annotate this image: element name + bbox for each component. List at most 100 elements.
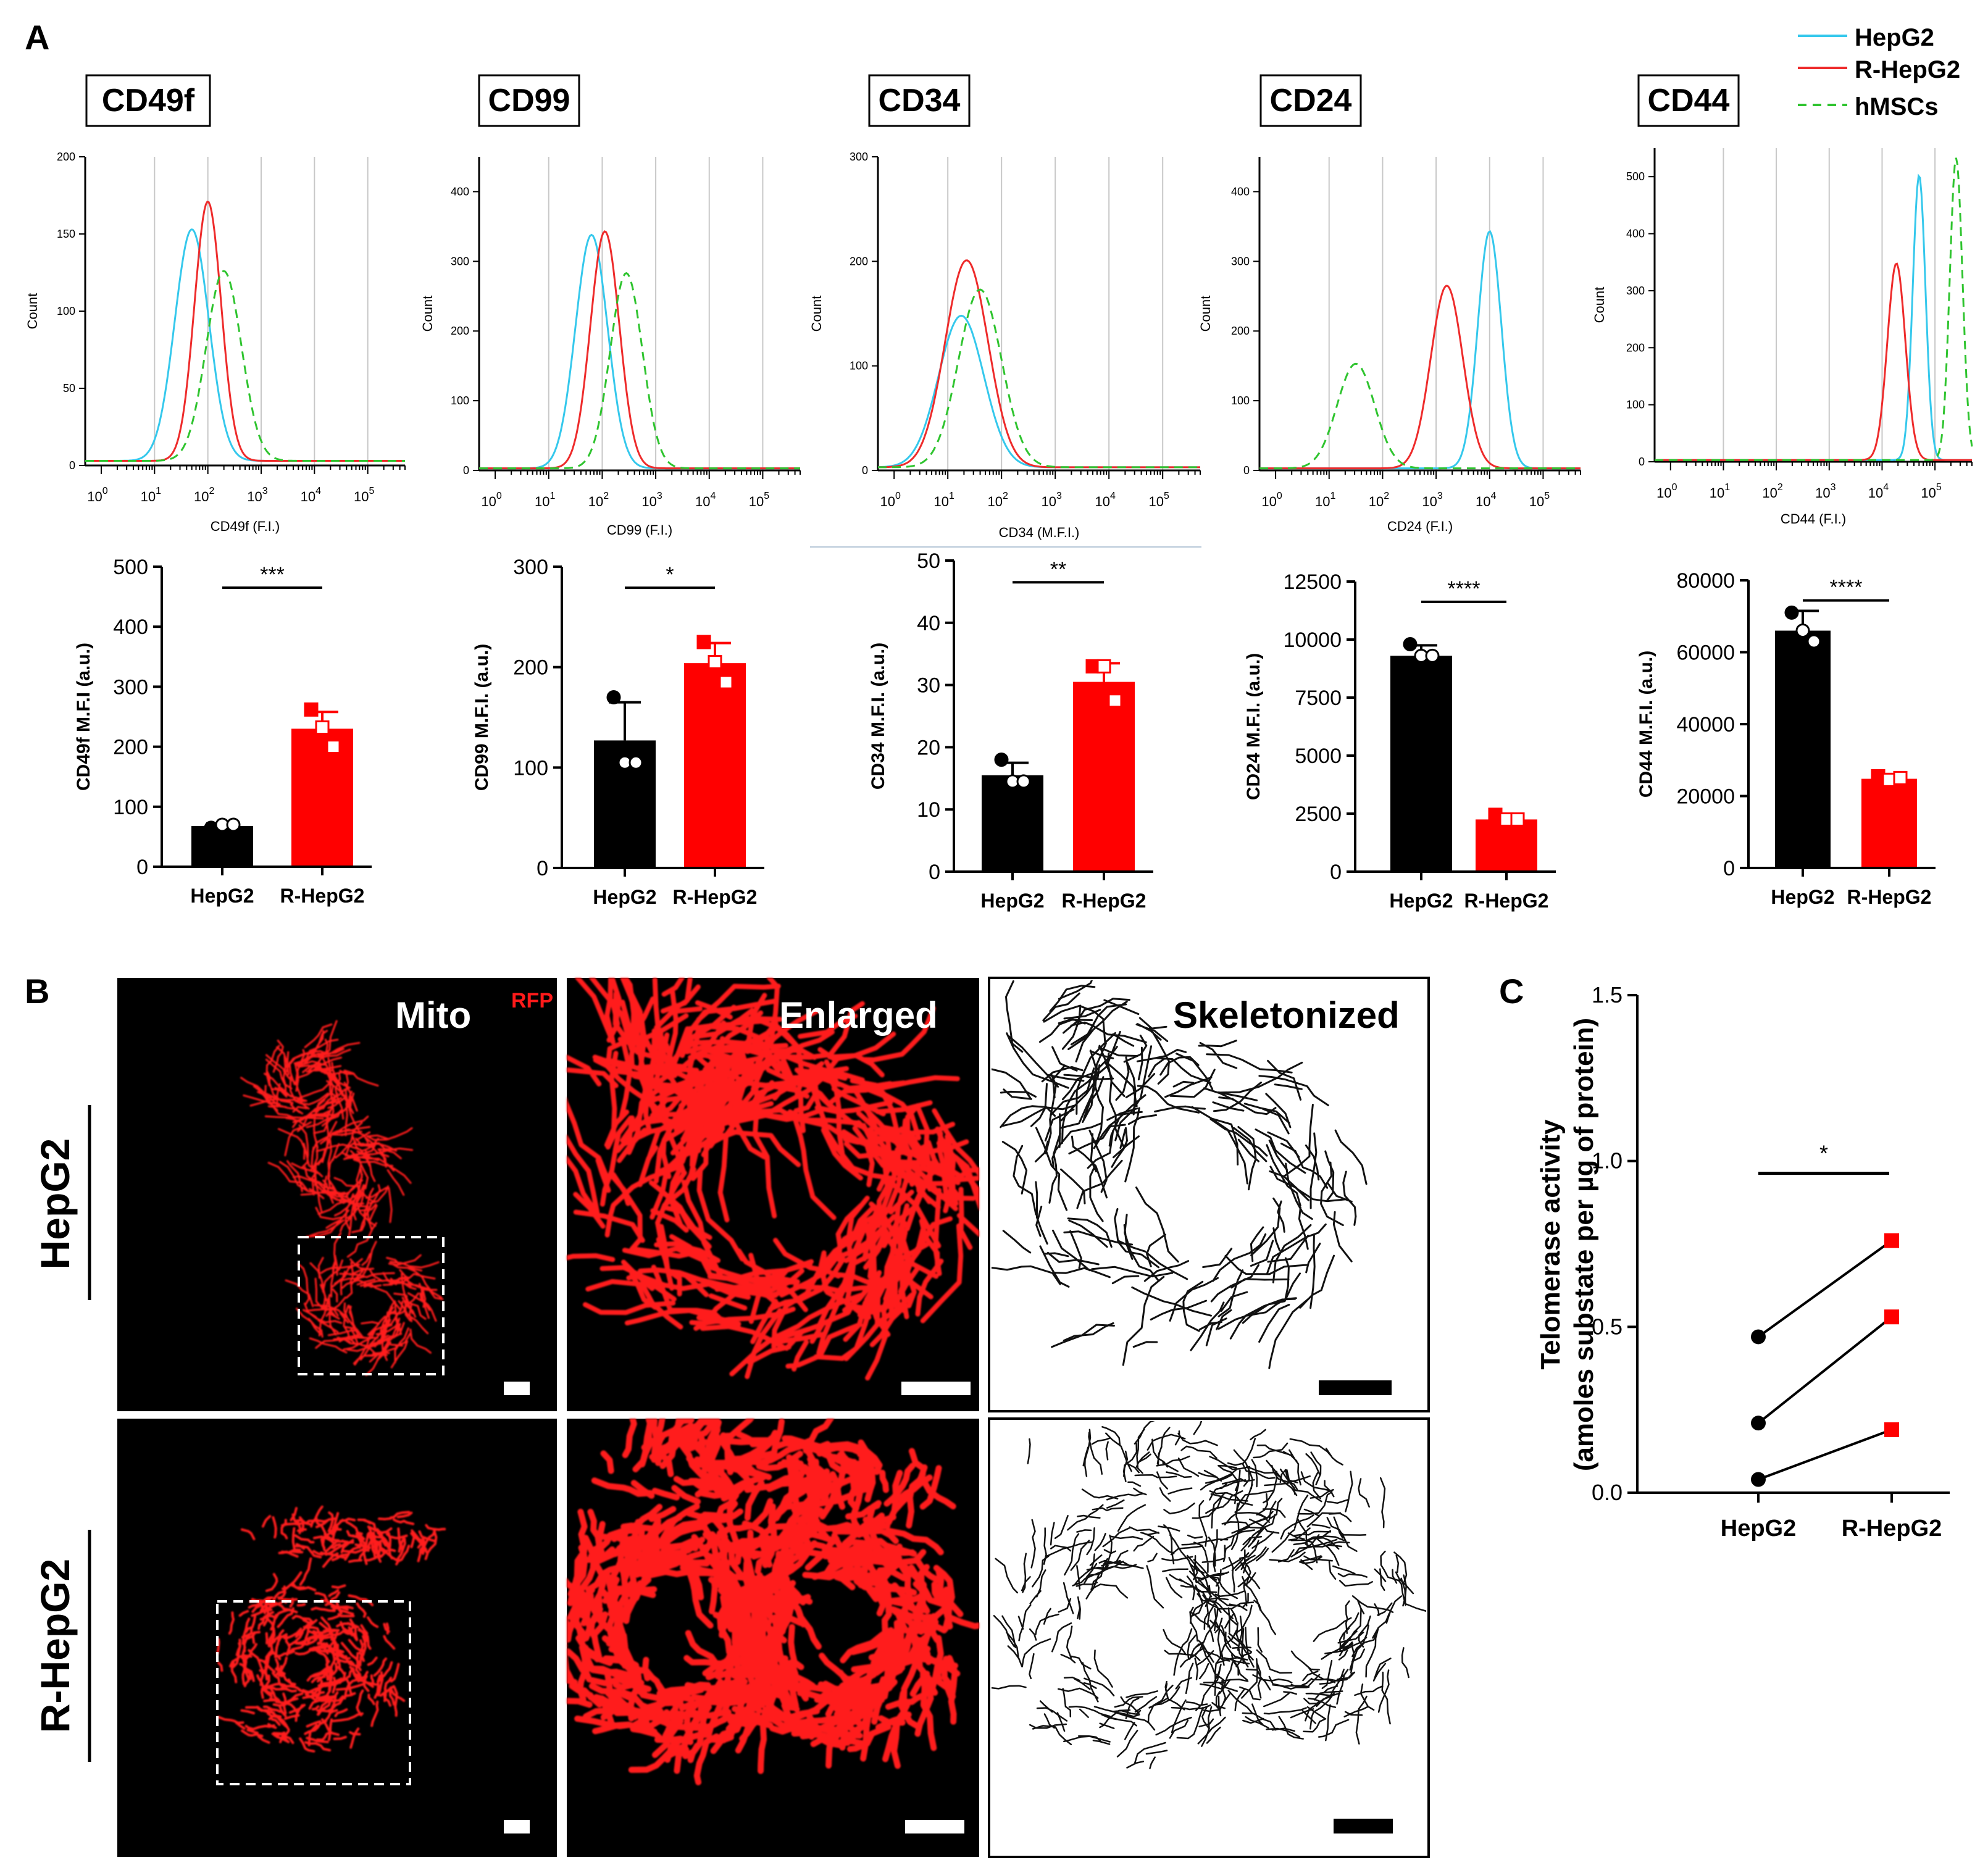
- y-tick-label: 0: [1243, 464, 1250, 477]
- data-point: [719, 675, 733, 690]
- y-tick-label: 100: [850, 360, 868, 372]
- x-tick-label: 100: [1261, 491, 1282, 509]
- significance-stars: *: [666, 563, 674, 586]
- data-point-hepg2: [1751, 1416, 1766, 1431]
- y-tick-label: 1.0: [1592, 1148, 1623, 1174]
- x-axis-label: CD44 (F.I.): [1781, 511, 1846, 527]
- histogram-curve-hmscs: [878, 288, 1200, 469]
- y-tick-label: 200: [113, 736, 148, 759]
- histogram-curve-hmscs: [479, 272, 800, 470]
- bar-chart-cd49f: HepG2 R-HepG2 0 100 200 300 400 500 CD49f M.F.I …: [73, 556, 372, 907]
- histogram-cd99: 0 100 200 300 400 100 101 102 103 104 105 CD99 (F.I…: [420, 157, 801, 538]
- scale-bar: [1334, 1819, 1393, 1833]
- histogram-curve-r-hepg2: [1259, 285, 1581, 470]
- y-tick-label: 0: [1639, 456, 1645, 468]
- microscopy-grid: Mito RFP Enlarged Skeletonized HepG2 R-H…: [32, 977, 1430, 1858]
- x-tick-label: HepG2: [1771, 886, 1834, 908]
- y-tick-label: 200: [513, 656, 548, 680]
- x-tick-label: 105: [1148, 491, 1169, 509]
- x-axis-label: CD99 (F.I.): [607, 522, 672, 538]
- skeleton-segment: [992, 1496, 1293, 1769]
- histogram-curve-r-hepg2: [85, 201, 405, 462]
- y-tick-label: 150: [57, 228, 75, 240]
- x-tick-label: 101: [1315, 491, 1335, 509]
- x-tick-label: 101: [141, 486, 161, 504]
- histogram-curve-hepg2: [877, 314, 1200, 469]
- data-point: [1510, 812, 1525, 827]
- bar-hepg2: [982, 775, 1043, 872]
- x-tick-label: 101: [535, 491, 555, 509]
- scale-bar: [1319, 1380, 1392, 1395]
- x-tick-label: 104: [1868, 482, 1889, 501]
- image-clip: [992, 1421, 1426, 1769]
- y-tick-label: 12500: [1283, 570, 1342, 594]
- bar-r-hepg2: [1073, 682, 1135, 872]
- data-point: [326, 740, 341, 754]
- pair-line: [1757, 1240, 1893, 1338]
- x-tick-label: 104: [695, 491, 716, 509]
- data-point: [708, 655, 722, 670]
- x-tick-label: 103: [641, 491, 662, 509]
- y-tick-label: 7500: [1295, 686, 1342, 710]
- mitochondria: [267, 1111, 414, 1238]
- image-clip: [567, 1419, 979, 1785]
- x-tick-label: 105: [1529, 491, 1550, 509]
- marker-title-cd44: CD44: [1648, 83, 1730, 119]
- histogram-cd44: 0 100 200 300 400 500 100 101 102 103 104 105 CD44 (…: [1592, 148, 1973, 527]
- x-tick-label: 105: [354, 486, 374, 504]
- data-point: [1795, 624, 1810, 638]
- y-tick-label: 0.0: [1592, 1480, 1623, 1505]
- marker-titles: CD49f CD99 CD34 CD24 CD44: [85, 74, 1740, 127]
- y-axis-label: Count: [809, 296, 824, 332]
- y-tick-label: 30: [917, 674, 940, 698]
- mitochondria: [591, 1419, 956, 1537]
- y-tick-label: 40000: [1676, 713, 1735, 736]
- histogram-curve-hmscs: [1655, 157, 1973, 461]
- bar-hepg2: [1775, 630, 1831, 868]
- y-tick-label: 20: [917, 736, 940, 759]
- data-point: [696, 635, 711, 649]
- y-tick-label: 0: [136, 856, 148, 879]
- panel-label-a: A: [25, 18, 49, 57]
- marker-title-box-cd44: [1637, 74, 1740, 127]
- data-point: [1893, 770, 1908, 785]
- data-point: [1108, 693, 1122, 708]
- mitochondria-network: [216, 978, 979, 1785]
- y-tick-label: 300: [850, 151, 868, 163]
- row-label-hepg2: HepG2: [32, 1138, 78, 1270]
- y-tick-label: 0: [537, 857, 548, 880]
- y-tick-label: 100: [1626, 399, 1645, 411]
- y-tick-label: 200: [1231, 325, 1250, 337]
- y-tick-label: 10000: [1283, 628, 1342, 652]
- image-clip: [992, 980, 1368, 1369]
- column-title-mito-superscript: RFP: [511, 989, 553, 1012]
- row-label-rhepg2: R-HepG2: [32, 1559, 78, 1733]
- histogram-curve-hepg2: [479, 233, 800, 470]
- significance-stars: ****: [1448, 577, 1481, 601]
- y-tick-label: 200: [57, 151, 75, 163]
- bar-chart-cd44: HepG2 R-HepG2 0 20000 40000 60000 80000 CD44 M.…: [1636, 569, 1936, 908]
- x-tick-label: 100: [87, 486, 107, 504]
- y-tick-label: 80000: [1676, 569, 1735, 593]
- histogram-curve-hepg2: [1655, 173, 1972, 461]
- marker-title-box-cd24: [1259, 74, 1362, 127]
- y-tick-label: 100: [451, 394, 469, 407]
- y-axis-label: CD49f M.F.I (a.u.): [73, 643, 94, 791]
- y-tick-label: 50: [917, 549, 940, 573]
- data-point: [629, 755, 643, 770]
- y-tick-label: 300: [1626, 285, 1645, 297]
- x-tick-label: 103: [1815, 482, 1836, 501]
- image-rhepg2-mito: [117, 1419, 557, 1857]
- panel-label-c: C: [1499, 972, 1524, 1011]
- x-tick-label: 100: [880, 491, 900, 509]
- bar-chart-cd24: HepG2 R-HepG2 0 2500 5000 7500 10000 12500 CD24 …: [1243, 570, 1556, 912]
- marker-title-cd34: CD34: [879, 83, 961, 119]
- y-tick-label: 0: [463, 464, 469, 477]
- y-axis-label-units: (amoles substate per µg of protein): [1569, 1018, 1599, 1471]
- x-tick-label: 102: [194, 486, 214, 504]
- x-axis-label: CD34 (M.F.I.): [999, 525, 1080, 540]
- bar-r-hepg2: [291, 728, 353, 867]
- marker-title-cd24: CD24: [1270, 83, 1352, 119]
- skeleton-segment: [1163, 1470, 1426, 1745]
- histogram-cd49f: 0 50 100 150 200 100 101 102 103 104 105 CD49f (F.I…: [25, 151, 406, 534]
